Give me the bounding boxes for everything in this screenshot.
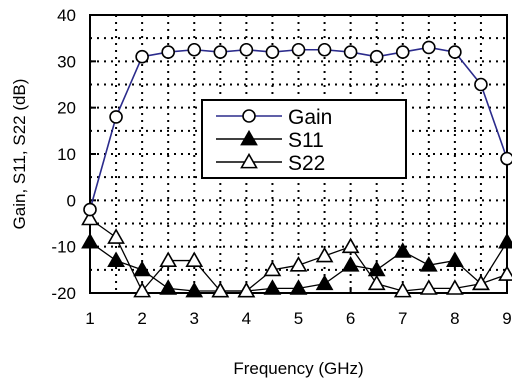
data-point xyxy=(367,274,386,291)
y-tick-label: -20 xyxy=(51,284,76,303)
data-point xyxy=(161,45,175,59)
data-point xyxy=(315,274,334,291)
legend-marker xyxy=(240,129,258,146)
y-tick-label: 40 xyxy=(57,6,76,25)
legend-marker xyxy=(240,152,258,169)
data-point xyxy=(213,45,228,59)
y-tick-label: 30 xyxy=(57,52,76,71)
x-tick-label: 1 xyxy=(85,309,94,328)
data-point xyxy=(369,49,384,64)
y-tick-label: 10 xyxy=(57,145,76,164)
x-tick-label: 9 xyxy=(502,309,511,328)
data-point xyxy=(393,242,412,258)
data-point xyxy=(135,49,149,64)
data-point xyxy=(185,281,204,298)
x-tick-label: 6 xyxy=(346,309,355,328)
data-point xyxy=(343,45,358,59)
data-point xyxy=(159,251,178,267)
data-point xyxy=(107,228,125,244)
data-point xyxy=(265,45,280,59)
data-point xyxy=(341,256,360,272)
x-tick-label: 5 xyxy=(294,309,303,328)
data-point xyxy=(419,256,438,272)
data-point xyxy=(187,42,202,57)
legend-item: S22 xyxy=(216,152,325,175)
data-point xyxy=(498,265,512,281)
legend-item: S11 xyxy=(216,129,324,152)
data-point xyxy=(263,279,282,295)
data-point xyxy=(393,281,412,298)
data-point xyxy=(448,45,462,59)
data-point xyxy=(419,279,438,295)
data-point xyxy=(474,77,488,92)
data-point xyxy=(81,232,99,249)
data-point xyxy=(185,251,204,267)
series-s22 xyxy=(81,209,512,298)
data-point xyxy=(133,260,152,277)
data-point xyxy=(237,281,256,298)
data-point xyxy=(133,281,152,298)
data-point xyxy=(109,110,123,124)
data-point xyxy=(422,40,436,55)
data-point xyxy=(445,251,464,267)
data-point xyxy=(83,202,97,217)
data-point xyxy=(239,42,254,57)
legend-label: S11 xyxy=(288,129,324,152)
y-tick-label: 20 xyxy=(57,99,76,118)
data-point xyxy=(315,246,334,263)
data-point xyxy=(341,237,360,254)
legend-label: Gain xyxy=(288,106,332,129)
legend-label: S22 xyxy=(288,152,325,175)
data-point xyxy=(159,279,178,295)
series-group xyxy=(81,40,512,298)
y-axis-label: Gain, S11, S22 (dB) xyxy=(10,79,29,230)
data-point xyxy=(81,209,99,226)
data-point xyxy=(289,256,308,272)
data-point xyxy=(289,279,308,295)
x-tick-label: 8 xyxy=(450,309,459,328)
data-point xyxy=(445,279,464,295)
data-point xyxy=(395,45,410,59)
series-gain xyxy=(83,40,512,217)
y-tick-label: -10 xyxy=(51,238,76,257)
x-tick-label: 4 xyxy=(242,309,251,328)
data-point xyxy=(211,281,230,298)
x-tick-label: 3 xyxy=(190,309,199,328)
legend-marker xyxy=(242,109,256,123)
data-point xyxy=(107,251,125,267)
data-point xyxy=(291,42,306,57)
data-point xyxy=(263,260,282,277)
data-point xyxy=(500,151,512,166)
x-axis-label: Frequency (GHz) xyxy=(233,359,363,378)
x-tick-label: 7 xyxy=(398,309,407,328)
data-point xyxy=(498,232,512,249)
x-tick-label: 2 xyxy=(137,309,146,328)
data-point xyxy=(317,42,332,57)
data-point xyxy=(472,274,490,291)
y-tick-label: 0 xyxy=(67,191,76,210)
legend-item: Gain xyxy=(216,106,332,129)
